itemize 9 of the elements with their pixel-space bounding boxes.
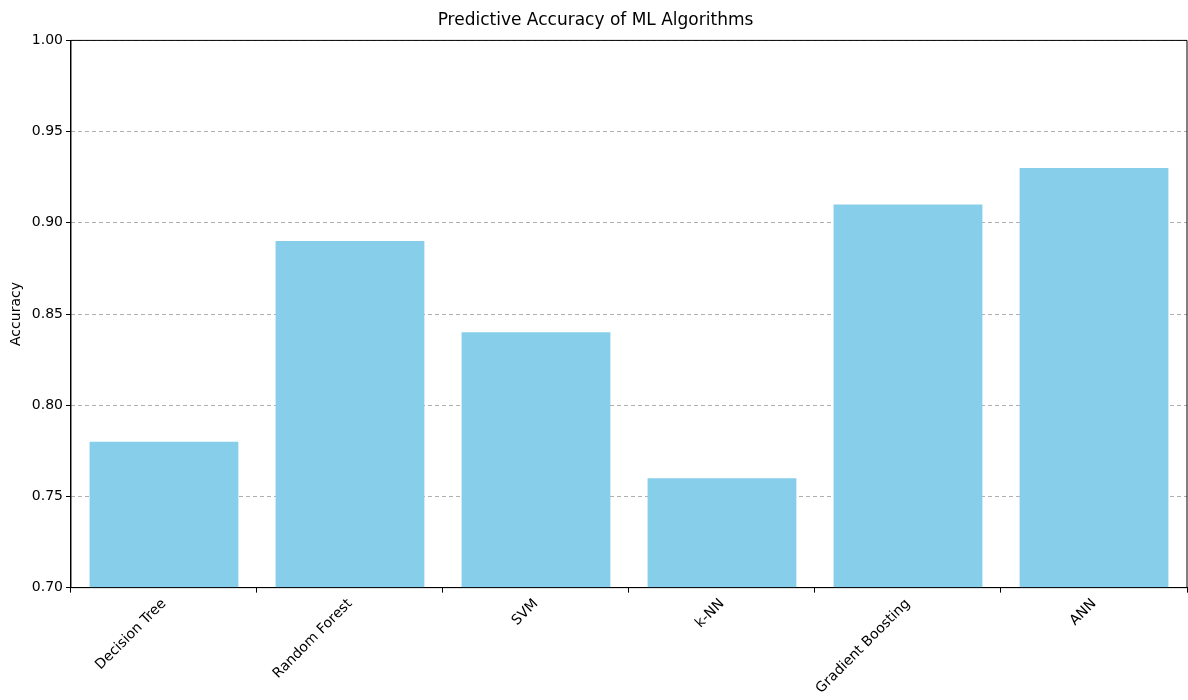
y-tick-label: 0.75 bbox=[31, 487, 63, 504]
y-tick-label: 0.70 bbox=[31, 578, 63, 595]
y-tick-label: 0.90 bbox=[31, 213, 63, 230]
y-tick-label: 0.95 bbox=[31, 122, 63, 139]
y-axis-title: Accuracy bbox=[7, 282, 24, 346]
y-tick-label: 0.80 bbox=[31, 395, 63, 412]
y-tick-label: 1.00 bbox=[31, 31, 63, 48]
chart-title: Predictive Accuracy of ML Algorithms bbox=[437, 8, 754, 29]
y-tick-label: 0.85 bbox=[31, 304, 63, 321]
